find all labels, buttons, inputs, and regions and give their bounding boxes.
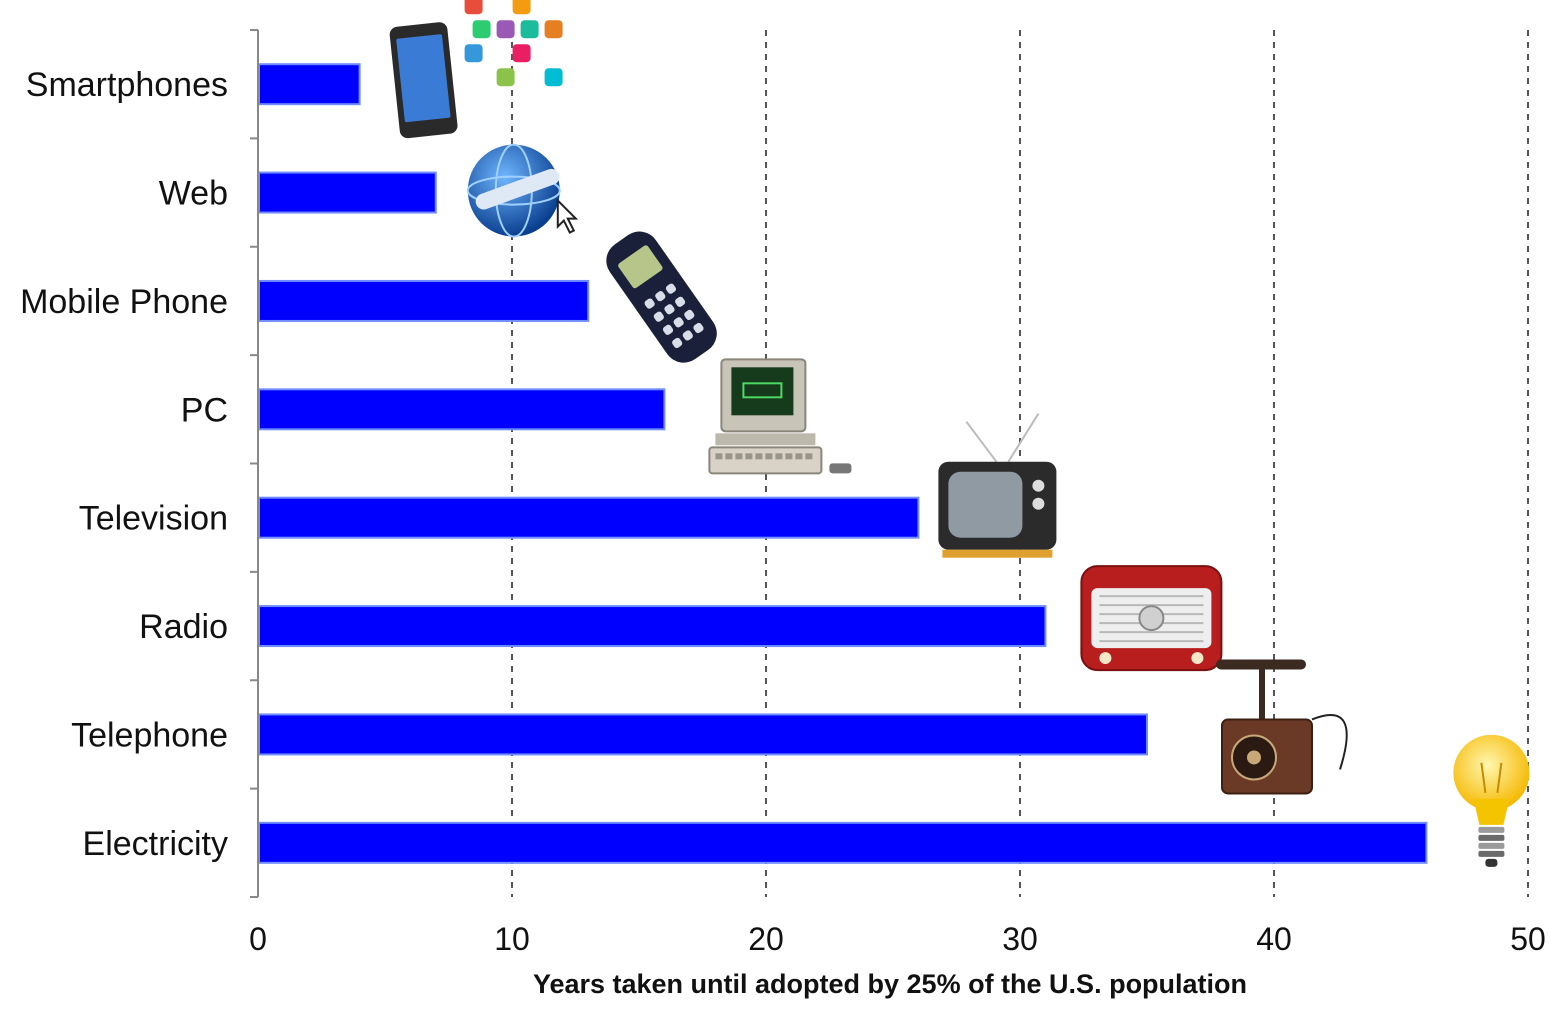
x-tick-label: 50 — [1510, 921, 1546, 957]
category-label: Mobile Phone — [20, 283, 228, 321]
x-tick-label: 30 — [1002, 921, 1038, 957]
category-label: Web — [159, 175, 228, 213]
x-tick-label: 10 — [494, 921, 530, 957]
television-icon — [938, 413, 1057, 558]
telephone-icon — [1216, 659, 1348, 795]
globe-web-icon — [466, 143, 579, 238]
mobile-phone-icon — [606, 231, 717, 363]
category-label: PC — [181, 391, 228, 429]
category-label: Telephone — [71, 716, 228, 754]
category-label: Electricity — [83, 825, 228, 863]
category-label: Smartphones — [26, 66, 228, 104]
bar-electricity — [258, 821, 1428, 864]
category-label: Radio — [139, 608, 228, 646]
bar-smartphones — [258, 63, 361, 106]
personal-computer-icon — [708, 358, 852, 475]
radio-icon — [1080, 565, 1223, 672]
light-bulb-icon — [1453, 734, 1530, 867]
x-axis-title: Years taken until adopted by 25% of the … — [533, 969, 1247, 999]
bar-pc — [258, 388, 666, 431]
bar-web — [258, 171, 437, 214]
x-tick-label: 20 — [748, 921, 784, 957]
bar-telephone — [258, 713, 1148, 756]
category-label: Television — [79, 500, 228, 538]
bar-radio — [258, 605, 1047, 648]
x-tick-label: 40 — [1256, 921, 1292, 957]
smartphone-apps-icon — [389, 0, 563, 139]
bar-television — [258, 496, 920, 539]
x-tick-label: 0 — [249, 921, 267, 957]
bar-mobile-phone — [258, 279, 590, 322]
